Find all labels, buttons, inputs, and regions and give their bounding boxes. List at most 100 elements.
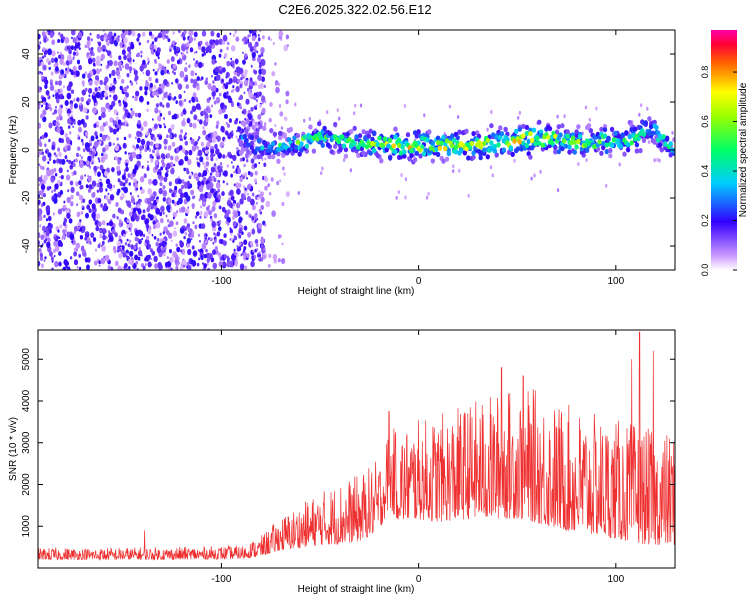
ridge-point: [377, 135, 382, 141]
noise-point: [160, 69, 165, 76]
ridge-point: [469, 140, 475, 147]
noise-point: [260, 205, 265, 210]
noise-point: [228, 97, 233, 104]
ridge-point: [325, 142, 331, 148]
noise-point: [126, 252, 129, 256]
noise-point: [229, 154, 233, 159]
noise-point: [74, 225, 78, 232]
noise-point: [70, 89, 74, 94]
noise-point: [128, 239, 132, 243]
noise-point: [208, 210, 213, 216]
ridge-point: [244, 137, 249, 143]
noise-point: [108, 141, 112, 147]
ridge-point: [496, 142, 501, 148]
ridge-point: [416, 129, 421, 135]
y-tick-label: 2000: [21, 473, 32, 496]
noise-point: [54, 183, 59, 190]
noise-point: [135, 260, 139, 265]
ridge-point: [471, 150, 476, 156]
figure-title: C2E6.2025.322.02.56.E12: [278, 2, 431, 17]
noise-point: [118, 235, 122, 240]
noise-point: [184, 132, 187, 136]
ridge-point: [318, 135, 324, 141]
noise-point: [228, 197, 231, 201]
noise-point: [259, 257, 263, 262]
noise-point: [197, 180, 202, 187]
noise-point: [156, 238, 160, 242]
noise-point: [189, 47, 194, 53]
noise-point: [91, 192, 96, 198]
noise-point: [46, 37, 49, 42]
noise-point: [253, 70, 258, 75]
noise-point: [211, 220, 216, 228]
ridge-point: [546, 134, 551, 140]
noise-point: [245, 210, 249, 215]
noise-point: [153, 49, 156, 53]
noise-point: [320, 171, 323, 176]
noise-point: [98, 160, 101, 163]
noise-point: [58, 137, 62, 143]
noise-point: [139, 151, 142, 154]
noise-point: [81, 142, 85, 146]
noise-point: [486, 127, 489, 132]
noise-point: [161, 245, 164, 249]
noise-point: [228, 118, 232, 123]
noise-point: [66, 108, 72, 115]
noise-point: [452, 164, 455, 169]
ridge-point: [435, 151, 441, 158]
noise-point: [147, 261, 152, 268]
noise-point: [236, 102, 240, 107]
ridge-point: [349, 128, 354, 135]
noise-point: [55, 121, 60, 128]
noise-point: [167, 145, 172, 151]
noise-point: [172, 70, 175, 74]
noise-point: [490, 110, 493, 114]
noise-point: [107, 199, 112, 205]
noise-point: [172, 63, 177, 70]
noise-point: [121, 187, 124, 191]
noise-point: [83, 107, 88, 114]
noise-point: [197, 248, 200, 252]
noise-point: [95, 221, 98, 225]
noise-point: [143, 166, 145, 169]
noise-point: [117, 265, 122, 270]
noise-point: [148, 128, 153, 134]
ridge-point: [270, 154, 276, 160]
noise-point: [247, 109, 251, 115]
noise-point: [215, 182, 221, 189]
noise-point: [134, 112, 138, 118]
ridge-point: [556, 124, 561, 130]
noise-point: [47, 215, 52, 222]
noise-point: [67, 118, 72, 125]
noise-point: [425, 195, 429, 200]
ridge-point: [327, 130, 333, 137]
noise-point: [237, 126, 240, 130]
noise-point: [157, 32, 163, 39]
noise-point: [127, 46, 131, 53]
y-tick-label: -40: [21, 238, 32, 253]
noise-point: [66, 212, 71, 219]
noise-point: [154, 107, 157, 112]
noise-point: [234, 261, 238, 267]
noise-point: [228, 77, 233, 84]
noise-point: [256, 217, 259, 221]
ridge-point: [446, 151, 451, 157]
ridge-point: [659, 147, 664, 153]
noise-point: [146, 108, 149, 112]
noise-point: [50, 256, 54, 261]
noise-point: [121, 78, 125, 84]
ridge-point: [524, 130, 530, 136]
noise-point: [97, 243, 101, 249]
noise-point: [86, 146, 90, 152]
noise-point: [192, 195, 195, 200]
noise-point: [258, 223, 262, 229]
noise-point: [259, 104, 262, 108]
noise-point: [254, 239, 259, 244]
noise-point: [118, 252, 123, 259]
noise-point: [215, 66, 219, 72]
noise-point: [279, 234, 282, 238]
noise-point: [205, 161, 210, 167]
noise-point: [191, 105, 197, 112]
noise-point: [232, 221, 237, 227]
noise-point: [126, 123, 129, 127]
